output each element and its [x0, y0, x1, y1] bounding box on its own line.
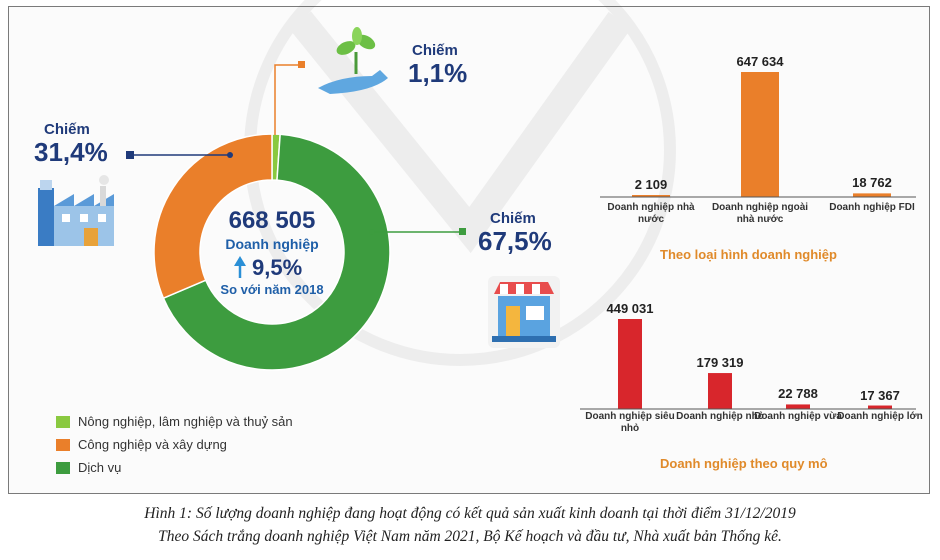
by-size-category-label-0: Doanh nghiệp siêu nhỏ — [585, 411, 675, 434]
by-size-subtitle: Doanh nghiệp theo quy mô — [660, 456, 828, 471]
legend-label-agri: Nông nghiệp, lâm nghiệp và thuỷ sản — [78, 414, 293, 429]
callout-pct-agri: 1,1% — [408, 58, 468, 88]
by-type-subtitle: Theo loại hình doanh nghiệp — [660, 247, 837, 262]
donut-unit: Doanh nghiệp — [225, 236, 319, 252]
by-size-category-label-2: Doanh nghiệp vừa — [754, 411, 842, 422]
by-type-category-label-2: Doanh nghiệp FDI — [829, 202, 915, 213]
legend-item-agri: Nông nghiệp, lâm nghiệp và thuỷ sản — [56, 414, 293, 429]
donut-total: 668 505 — [228, 207, 316, 234]
factory-icon — [38, 175, 114, 246]
by-type-bar-1 — [741, 72, 779, 197]
by-type-value-label-1: 647 634 — [736, 54, 784, 69]
by-size-bar-3 — [868, 405, 892, 409]
donut-slice-industry — [153, 133, 273, 300]
legend-label-industry: Công nghiệp và xây dựng — [78, 437, 227, 452]
callout-chiem-3: Chiếm — [490, 210, 536, 227]
legend-swatch-service — [56, 461, 70, 474]
legend-item-industry: Công nghiệp và xây dựng — [56, 437, 227, 452]
bar-chart-by-size — [618, 319, 892, 409]
shop-icon — [488, 276, 560, 348]
figure-caption-line1: Hình 1: Số lượng doanh nghiệp đang hoạt … — [144, 505, 796, 522]
by-size-bar-0 — [618, 319, 642, 409]
legend-swatch-agri — [56, 415, 70, 428]
by-type-category-label-1: Doanh nghiệp ngoài nhà nước — [711, 202, 809, 225]
by-size-value-label-1: 179 319 — [696, 355, 744, 371]
donut-growth: 9,5% — [252, 255, 303, 280]
legend-label-service: Dịch vụ — [78, 460, 122, 475]
by-type-bar-2 — [853, 193, 891, 197]
callout-chiem-2: Chiếm — [44, 121, 90, 138]
by-type-value-label-2: 18 762 — [852, 175, 892, 191]
by-size-value-label-2: 22 788 — [778, 386, 818, 402]
callout-pct-service: 67,5% — [478, 226, 552, 256]
figure-caption-line2: Theo Sách trắng doanh nghiệp Việt Nam nă… — [158, 528, 782, 545]
up-arrow-icon — [234, 256, 246, 278]
by-size-category-label-3: Doanh nghiệp lớn — [837, 411, 923, 422]
legend-item-service: Dịch vụ — [56, 460, 121, 475]
by-size-category-label-1: Doanh nghiệp nhỏ — [676, 411, 764, 422]
callout-pct-industry: 31,4% — [34, 137, 108, 167]
legend-swatch-industry — [56, 438, 70, 451]
plant-hand-icon — [318, 27, 388, 94]
callout-lines — [126, 61, 466, 235]
by-type-category-label-0: Doanh nghiệp nhà nước — [607, 202, 695, 225]
donut-chart — [153, 133, 391, 371]
by-size-value-label-3: 17 367 — [860, 387, 900, 403]
by-size-bar-2 — [786, 404, 810, 409]
by-size-bar-1 — [708, 373, 732, 409]
bar-chart-by-type — [632, 72, 891, 197]
donut-growth-note: So với năm 2018 — [220, 282, 324, 297]
donut-slice-service — [162, 133, 391, 371]
callout-chiem-1: Chiếm — [412, 42, 458, 59]
by-type-bar-0 — [632, 195, 670, 197]
by-type-value-label-0: 2 109 — [634, 177, 668, 192]
by-size-value-label-0: 449 031 — [606, 301, 654, 316]
